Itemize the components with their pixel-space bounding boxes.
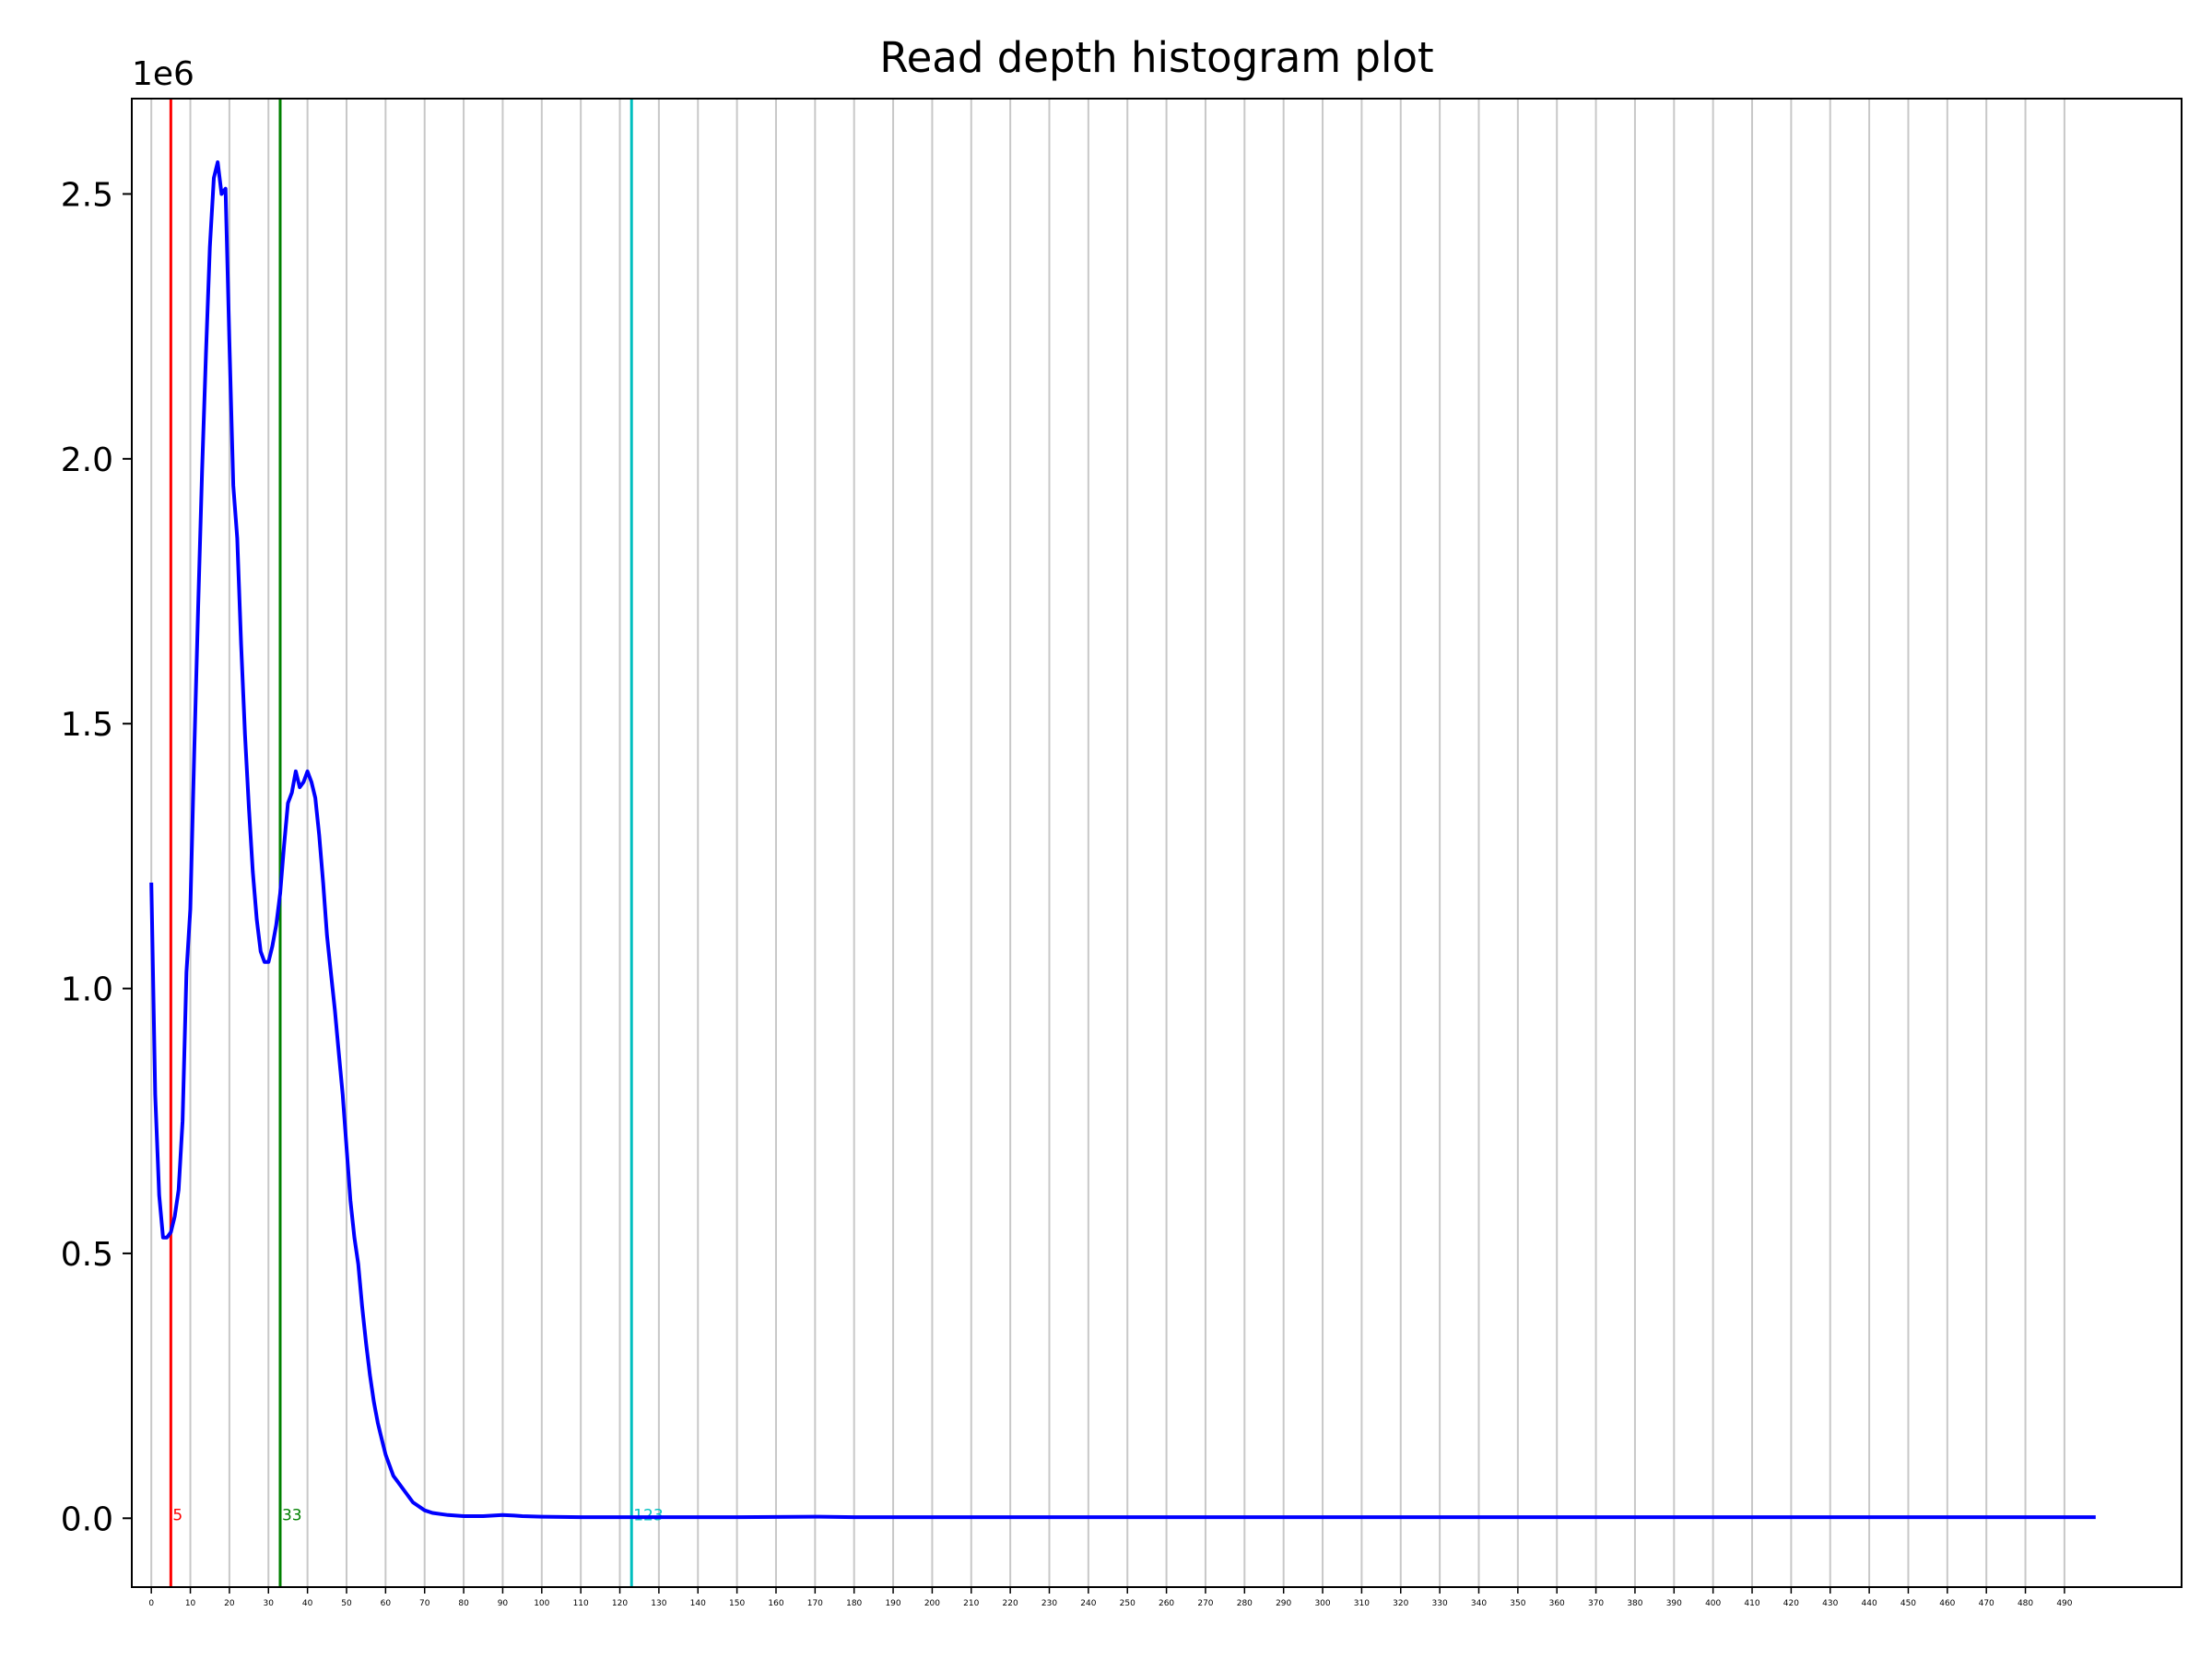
x-tick-label: 40 — [302, 1599, 313, 1608]
x-tick-label: 140 — [690, 1599, 706, 1608]
x-tick-label: 410 — [1744, 1599, 1759, 1608]
x-tick-label: 450 — [1900, 1599, 1916, 1608]
x-tick-label: 350 — [1510, 1599, 1525, 1608]
x-tick-label: 170 — [807, 1599, 823, 1608]
y-axis-ticks: 0.0 0.5 1.0 1.5 2.0 2.5 — [61, 176, 132, 1538]
x-tick-label: 270 — [1197, 1599, 1213, 1608]
x-tick-label: 310 — [1354, 1599, 1370, 1608]
x-tick-label: 470 — [1979, 1599, 1994, 1608]
y-tick-label: 0.5 — [61, 1236, 113, 1274]
y-tick-label: 1.0 — [61, 971, 113, 1009]
x-tick-label: 0 — [148, 1599, 154, 1608]
x-tick-label: 150 — [729, 1599, 745, 1608]
x-tick-label: 100 — [534, 1599, 549, 1608]
x-tick-label: 330 — [1432, 1599, 1448, 1608]
x-tick-label: 120 — [612, 1599, 628, 1608]
threshold-label: 5 — [172, 1506, 182, 1524]
x-tick-label: 440 — [1862, 1599, 1877, 1608]
threshold-lines: 5 33 123 — [169, 99, 664, 1587]
x-tick-label: 260 — [1159, 1599, 1174, 1608]
x-tick-label: 250 — [1120, 1599, 1135, 1608]
x-tick-label: 210 — [963, 1599, 979, 1608]
x-tick-label: 390 — [1666, 1599, 1682, 1608]
x-tick-label: 110 — [573, 1599, 589, 1608]
x-tick-label: 300 — [1314, 1599, 1330, 1608]
plot-frame — [131, 98, 2183, 1588]
x-tick-label: 190 — [885, 1599, 900, 1608]
x-tick-label: 220 — [1003, 1599, 1018, 1608]
x-tick-label: 280 — [1237, 1599, 1253, 1608]
x-tick-label: 380 — [1627, 1599, 1642, 1608]
x-tick-label: 430 — [1822, 1599, 1838, 1608]
y-tick-label: 2.0 — [61, 441, 113, 479]
y-tick-label: 2.5 — [61, 176, 113, 214]
x-tick-label: 360 — [1549, 1599, 1565, 1608]
x-tick-label: 80 — [458, 1599, 469, 1608]
x-tick-label: 160 — [768, 1599, 783, 1608]
x-tick-label: 290 — [1276, 1599, 1291, 1608]
y-offset-label: 1e6 — [132, 55, 194, 93]
x-tick-label: 400 — [1705, 1599, 1721, 1608]
x-tick-label: 200 — [924, 1599, 940, 1608]
x-tick-label: 240 — [1080, 1599, 1096, 1608]
x-tick-label: 320 — [1393, 1599, 1408, 1608]
y-tick-label: 0.0 — [61, 1500, 113, 1538]
series-line — [149, 160, 2096, 1520]
x-tick-label: 370 — [1588, 1599, 1604, 1608]
vertical-grid — [150, 99, 2065, 1587]
x-tick-label: 50 — [341, 1599, 352, 1608]
x-tick-label: 90 — [498, 1599, 509, 1608]
x-axis-ticks: 0 10 20 30 40 50 60 70 80 90 100 110 120 130 140 150 160… — [148, 1587, 2073, 1608]
x-tick-label: 130 — [651, 1599, 666, 1608]
x-tick-label: 10 — [185, 1599, 196, 1608]
x-tick-label: 70 — [419, 1599, 430, 1608]
y-tick-label: 1.5 — [61, 706, 113, 744]
threshold-label: 33 — [282, 1506, 302, 1524]
x-tick-label: 420 — [1783, 1599, 1799, 1608]
x-tick-label: 490 — [2056, 1599, 2072, 1608]
x-tick-label: 60 — [381, 1599, 392, 1608]
x-tick-label: 480 — [2018, 1599, 2033, 1608]
depth-series — [149, 160, 2096, 1520]
chart-title: Read depth histogram plot — [879, 33, 1433, 82]
x-tick-label: 460 — [1939, 1599, 1955, 1608]
x-tick-label: 180 — [846, 1599, 862, 1608]
x-tick-label: 30 — [264, 1599, 275, 1608]
x-tick-label: 340 — [1471, 1599, 1487, 1608]
x-tick-label: 230 — [1041, 1599, 1057, 1608]
x-tick-label: 20 — [224, 1599, 235, 1608]
